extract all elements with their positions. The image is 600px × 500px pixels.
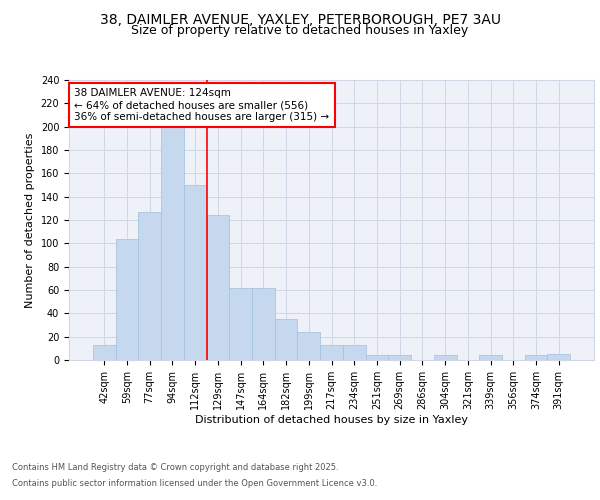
Bar (252, 288, 275, 360)
Text: Contains HM Land Registry data © Crown copyright and database right 2025.: Contains HM Land Registry data © Crown c… (12, 464, 338, 472)
Bar (139, 212, 161, 360)
Bar (388, 356, 411, 360)
Text: Size of property relative to detached houses in Yaxley: Size of property relative to detached ho… (131, 24, 469, 37)
Bar (184, 185, 206, 360)
Bar (547, 354, 570, 360)
Bar (434, 356, 457, 360)
Bar (206, 216, 229, 360)
Bar (479, 356, 502, 360)
Bar (298, 332, 320, 360)
Text: 38, DAIMLER AVENUE, YAXLEY, PETERBOROUGH, PE7 3AU: 38, DAIMLER AVENUE, YAXLEY, PETERBOROUGH… (100, 12, 500, 26)
Bar (116, 238, 139, 360)
Bar (275, 319, 298, 360)
Bar (365, 356, 388, 360)
Bar (93, 345, 116, 360)
Text: 38 DAIMLER AVENUE: 124sqm
← 64% of detached houses are smaller (556)
36% of semi: 38 DAIMLER AVENUE: 124sqm ← 64% of detac… (74, 88, 329, 122)
Bar (320, 345, 343, 360)
Bar (343, 345, 365, 360)
Bar (229, 288, 252, 360)
Text: Contains public sector information licensed under the Open Government Licence v3: Contains public sector information licen… (12, 478, 377, 488)
Bar (524, 356, 547, 360)
Bar (161, 126, 184, 360)
Y-axis label: Number of detached properties: Number of detached properties (25, 132, 35, 308)
X-axis label: Distribution of detached houses by size in Yaxley: Distribution of detached houses by size … (195, 414, 468, 424)
